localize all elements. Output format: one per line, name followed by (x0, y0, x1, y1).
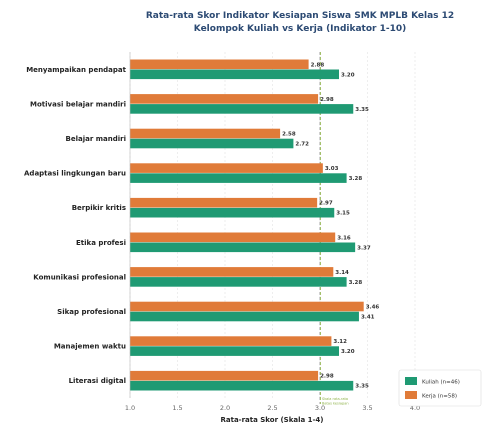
value-label-kuliah-4: 3.15 (336, 211, 350, 217)
bar-kuliah-3 (130, 173, 347, 183)
x-tick-label-5: 3.5 (362, 404, 372, 412)
reference-line-label-1: Batas kesiapan (322, 402, 349, 406)
bar-kerja-7 (130, 301, 364, 312)
category-label-7: Sikap profesional (57, 308, 126, 316)
bar-kuliah-6 (130, 277, 347, 287)
value-label-kuliah-1: 3.35 (355, 107, 369, 113)
x-tick-label-2: 2.0 (220, 404, 230, 412)
value-label-kuliah-5: 3.37 (357, 245, 371, 251)
category-label-1: Motivasi belajar mandiri (30, 100, 126, 108)
bar-kerja-0 (130, 59, 309, 70)
value-label-kerja-9: 2.98 (320, 374, 334, 380)
value-label-kuliah-0: 3.20 (341, 72, 355, 78)
value-label-kuliah-3: 3.28 (349, 176, 363, 182)
bar-kerja-2 (130, 128, 281, 139)
bar-kerja-4 (130, 197, 318, 208)
value-label-kuliah-2: 2.72 (295, 142, 309, 148)
value-label-kerja-6: 3.14 (335, 270, 349, 276)
bar-kuliah-8 (130, 346, 339, 356)
legend-label-1: Kerja (n=58) (422, 394, 457, 400)
bar-kerja-8 (130, 336, 332, 346)
chart-title-group: Rata-rata Skor Indikator Kesiapan Siswa … (146, 11, 454, 34)
bar-kuliah-0 (130, 69, 339, 80)
bar-kerja-9 (130, 370, 319, 381)
x-tick-label-0: 1.0 (125, 404, 135, 412)
x-tick-label-4: 3.0 (315, 404, 325, 412)
value-label-kerja-1: 2.98 (320, 97, 334, 103)
bar-kuliah-5 (130, 242, 356, 253)
category-label-9: Literasi digital (69, 377, 126, 385)
value-label-kerja-2: 2.58 (282, 132, 296, 138)
bar-kerja-3 (130, 163, 323, 173)
value-label-kerja-5: 3.16 (337, 235, 351, 241)
bars-layer (130, 59, 364, 391)
reference-line-label-0: Skala rata-rata (322, 397, 348, 401)
legend: Kuliah (n=46) Kerja (n=58) (398, 369, 482, 407)
bar-kerja-1 (130, 94, 319, 104)
x-tick-label-1: 1.5 (172, 404, 182, 412)
value-label-kuliah-7: 3.41 (361, 315, 375, 321)
bar-kuliah-1 (130, 104, 354, 114)
category-label-2: Belajar mandiri (66, 135, 126, 143)
value-label-kerja-3: 3.03 (325, 166, 339, 172)
x-axis-title: Rata-rata Skor (Skala 1-4) (220, 416, 323, 424)
bar-kuliah-9 (130, 380, 354, 391)
legend-swatch-1 (405, 391, 417, 399)
value-label-kerja-7: 3.46 (366, 305, 380, 311)
category-label-5: Etika profesi (76, 239, 126, 247)
category-label-8: Manajemen waktu (54, 343, 126, 351)
x-tick-label-6: 4.0 (410, 404, 420, 412)
chart-subtitle: Kelompok Kuliah vs Kerja (Indikator 1-10… (194, 24, 406, 34)
bar-kerja-5 (130, 232, 336, 243)
category-label-0: Menyampaikan pendapat (26, 66, 126, 74)
bar-kerja-6 (130, 267, 334, 277)
bar-kuliah-4 (130, 207, 335, 218)
value-label-kerja-8: 3.12 (333, 339, 347, 345)
x-tick-label-3: 2.5 (267, 404, 277, 412)
category-label-4: Berpikir kritis (72, 204, 126, 212)
category-label-3: Adaptasi lingkungan baru (24, 170, 126, 178)
value-label-kerja-0: 2.88 (311, 62, 325, 68)
value-label-kuliah-6: 3.28 (349, 280, 363, 286)
value-label-kuliah-9: 3.35 (355, 384, 369, 390)
bar-kuliah-7 (130, 311, 359, 322)
axis-layer: 1.0 1.5 2.0 2.5 3.0 3.5 4.0 (125, 52, 420, 412)
legend-label-0: Kuliah (n=46) (422, 380, 460, 386)
bar-kuliah-2 (130, 138, 294, 149)
legend-box (398, 369, 482, 407)
chart-title: Rata-rata Skor Indikator Kesiapan Siswa … (146, 11, 454, 21)
grid-layer (129, 52, 416, 398)
value-label-kuliah-8: 3.20 (341, 349, 355, 355)
category-label-6: Komunikasi profesional (33, 273, 126, 281)
legend-swatch-0 (405, 377, 417, 385)
value-label-kerja-4: 2.97 (319, 201, 333, 207)
labels-layer: Menyampaikan pendapat 2.88 3.20 Motivasi be… (24, 62, 379, 389)
